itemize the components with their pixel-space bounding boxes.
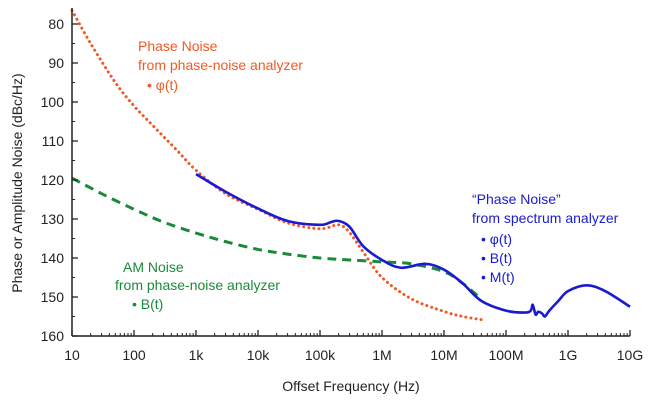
y-tick-label: 80 xyxy=(48,16,64,32)
x-tick-label: 1k xyxy=(189,347,205,363)
x-axis-title: Offset Frequency (Hz) xyxy=(282,378,419,394)
y-tick-label: 150 xyxy=(41,289,65,305)
am-noise-annotation: AM Noise from phase-noise analyzer • B(t… xyxy=(115,259,280,312)
am-noise-source: from phase-noise analyzer xyxy=(115,277,280,293)
phase-noise-annotation: Phase Noise from phase-noise analyzer • … xyxy=(138,38,303,93)
y-axis-title: Phase or Amplitude Noise (dBc/Hz) xyxy=(9,73,25,292)
spectrum-noise-bullet-b: • B(t) xyxy=(481,250,512,266)
x-tick-label: 100k xyxy=(305,347,336,363)
am-analyzer-curve xyxy=(71,176,483,301)
spectrum-analyzer-curve xyxy=(195,173,631,318)
x-tick-label: 100M xyxy=(488,347,523,363)
spectrum-noise-annotation: “Phase Noise” from spectrum analyzer • φ… xyxy=(472,191,619,285)
x-tick-label: 100 xyxy=(122,347,146,363)
x-tick-label: 10G xyxy=(617,347,643,363)
am-noise-bullet-b: • B(t) xyxy=(132,296,163,312)
phase-noise-bullet-phi: • φ(t) xyxy=(147,77,178,93)
spectrum-noise-title: “Phase Noise” xyxy=(472,191,561,207)
y-tick-label: 110 xyxy=(42,133,65,149)
phase-noise-title: Phase Noise xyxy=(138,38,218,54)
spectrum-noise-bullet-phi: • φ(t) xyxy=(481,231,512,247)
phase-noise-source: from phase-noise analyzer xyxy=(138,57,303,73)
y-tick-label: 160 xyxy=(41,328,65,344)
spectrum-noise-bullet-m: • M(t) xyxy=(481,269,515,285)
y-tick-label: 120 xyxy=(41,172,65,188)
y-tick-label: 140 xyxy=(41,250,65,266)
x-tick-label: 10k xyxy=(247,347,271,363)
x-tick-label: 1G xyxy=(559,347,578,363)
y-tick-label: 90 xyxy=(48,55,64,71)
pn-analyzer-curve xyxy=(70,8,483,322)
am-noise-title: AM Noise xyxy=(123,259,184,275)
y-tick-label: 100 xyxy=(41,94,65,110)
spectrum-noise-source: from spectrum analyzer xyxy=(472,210,619,226)
x-tick-label: 1M xyxy=(372,347,391,363)
x-tick-label: 10 xyxy=(64,347,80,363)
x-tick-label: 10M xyxy=(430,347,457,363)
y-tick-label: 130 xyxy=(41,211,65,227)
